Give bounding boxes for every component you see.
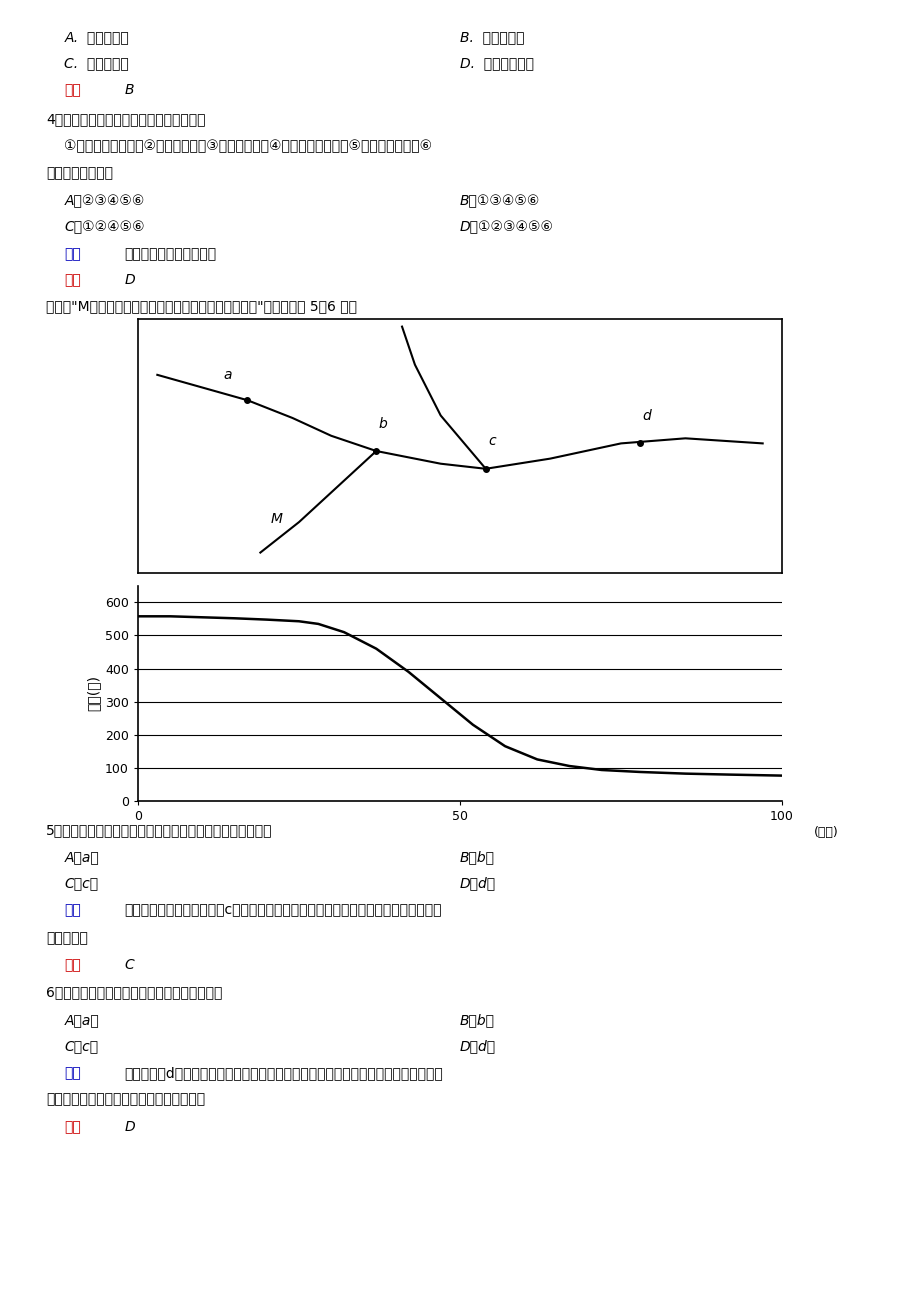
Text: B．b处: B．b处 xyxy=(460,1013,494,1027)
Text: B.  煤炭、石油: B. 煤炭、石油 xyxy=(460,30,524,44)
Text: a: a xyxy=(223,368,233,383)
Text: 4．与流域发生洪水相关的因素有（　　）: 4．与流域发生洪水相关的因素有（ ） xyxy=(46,112,205,126)
Text: D．①②③④⑤⑥: D．①②③④⑤⑥ xyxy=(460,220,553,234)
Text: C.  铜矿、铁矿: C. 铜矿、铁矿 xyxy=(64,56,129,70)
Y-axis label: 海拔(米): 海拔(米) xyxy=(86,676,101,711)
Text: 6．该流域最易发生洪水危害的河段是（　　）: 6．该流域最易发生洪水危害的河段是（ ） xyxy=(46,986,222,1000)
Text: 解析: 解析 xyxy=(64,904,81,918)
Text: 解析: 解析 xyxy=(64,1066,81,1081)
Text: M: M xyxy=(270,512,282,526)
Text: D．d处: D．d处 xyxy=(460,1039,495,1053)
Text: D: D xyxy=(124,1120,135,1134)
Text: 由图可知，d位于河流下游的平原地区，该处汇集了大量来自上、中游的河水，再加上: 由图可知，d位于河流下游的平原地区，该处汇集了大量来自上、中游的河水，再加上 xyxy=(124,1066,442,1081)
Text: 根据该河流的剖面图可知，c处河流的落差大，因此该处水能资源丰富，是修建大坝的: 根据该河流的剖面图可知，c处河流的落差大，因此该处水能资源丰富，是修建大坝的 xyxy=(124,904,441,918)
Text: 下图为"M河流域河流分布图及其干流河床对应的剖面图"。读图完成 5～6 题。: 下图为"M河流域河流分布图及其干流河床对应的剖面图"。读图完成 5～6 题。 xyxy=(46,299,357,314)
Text: 解析: 解析 xyxy=(64,247,81,262)
Text: 答案: 答案 xyxy=(64,1120,81,1134)
Text: 答案: 答案 xyxy=(64,958,81,973)
Text: D．d处: D．d处 xyxy=(460,876,495,891)
Text: C: C xyxy=(124,958,134,973)
Text: 5．计划开发河流的水能，修建大坝的最理想位置是（　　）: 5．计划开发河流的水能，修建大坝的最理想位置是（ ） xyxy=(46,823,272,837)
Text: 熟记基础知识即可作答。: 熟记基础知识即可作答。 xyxy=(124,247,216,262)
Text: b: b xyxy=(378,417,387,431)
Text: A．a处: A．a处 xyxy=(64,850,99,865)
Text: 答案: 答案 xyxy=(64,83,81,98)
Text: C．c处: C．c处 xyxy=(64,876,98,891)
Text: 理想位置。: 理想位置。 xyxy=(46,931,88,945)
Text: 平原地区排水不畅，故最易发生洪水危害。: 平原地区排水不畅，故最易发生洪水危害。 xyxy=(46,1092,205,1107)
Text: D: D xyxy=(124,273,135,288)
Text: A.  煤炭、铁矿: A. 煤炭、铁矿 xyxy=(64,30,129,44)
Text: A．②③④⑤⑥: A．②③④⑤⑥ xyxy=(64,194,144,208)
Text: C．①②④⑤⑥: C．①②④⑤⑥ xyxy=(64,220,145,234)
Text: 答案: 答案 xyxy=(64,273,81,288)
Text: C．c处: C．c处 xyxy=(64,1039,98,1053)
Text: B．①③④⑤⑥: B．①③④⑤⑥ xyxy=(460,194,539,208)
Text: A．a处: A．a处 xyxy=(64,1013,99,1027)
Text: D.  石油、天然气: D. 石油、天然气 xyxy=(460,56,533,70)
Text: ①流域的地理位置　②流域的形状　③流域的面积　④流域所处的气候　⑤支流分布特点　⑥: ①流域的地理位置 ②流域的形状 ③流域的面积 ④流域所处的气候 ⑤支流分布特点 … xyxy=(64,139,432,154)
Text: B．b处: B．b处 xyxy=(460,850,494,865)
Text: d: d xyxy=(641,409,651,423)
Text: 流域内的人类活动: 流域内的人类活动 xyxy=(46,167,113,181)
Text: c: c xyxy=(488,435,495,448)
Text: (千米): (千米) xyxy=(813,825,838,838)
Text: B: B xyxy=(124,83,133,98)
